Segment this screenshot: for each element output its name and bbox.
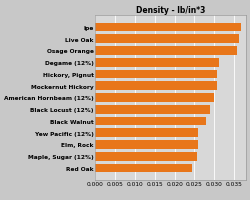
Bar bbox=[95, 70, 216, 79]
Title: Density - lb/in*3: Density - lb/in*3 bbox=[136, 6, 204, 15]
Bar bbox=[95, 152, 196, 161]
Bar bbox=[95, 23, 240, 32]
Bar bbox=[95, 94, 213, 102]
Bar bbox=[95, 105, 209, 114]
Bar bbox=[95, 82, 216, 91]
Bar bbox=[95, 164, 192, 173]
Bar bbox=[95, 35, 238, 44]
Bar bbox=[95, 129, 198, 137]
Bar bbox=[95, 59, 218, 67]
Bar bbox=[95, 47, 236, 56]
Bar bbox=[95, 117, 206, 126]
Bar bbox=[95, 140, 197, 149]
